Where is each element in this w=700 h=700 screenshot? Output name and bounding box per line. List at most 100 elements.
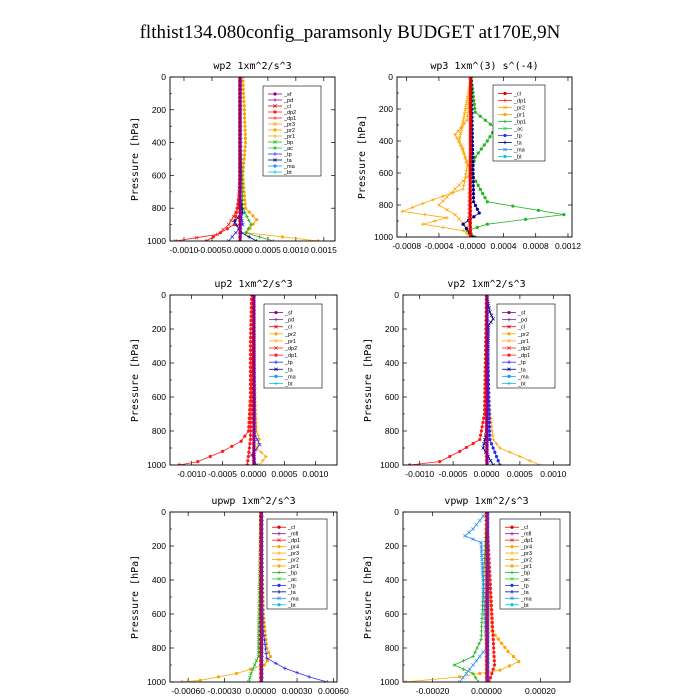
data-point-_pr2 <box>455 136 459 140</box>
data-point-_pr1 <box>251 214 255 218</box>
series-group <box>173 77 320 241</box>
data-point-_pr1 <box>465 175 470 179</box>
data-point-_bp1 <box>485 222 489 226</box>
data-point-_sf <box>485 399 490 404</box>
data-point-_tp <box>265 656 269 660</box>
x-tick-label: -0.0010 <box>177 469 206 479</box>
series-line-_pr1 <box>438 77 472 237</box>
data-point-_bp1 <box>481 191 485 196</box>
data-point-_ma <box>471 663 475 667</box>
legend-box <box>262 85 322 177</box>
legend-marker <box>503 91 507 96</box>
data-point-_dp2 <box>211 235 215 239</box>
legend-entry: _pd <box>283 98 293 104</box>
data-point-_pr2 <box>234 671 239 676</box>
x-tick-label: 0.0000 <box>474 469 500 479</box>
data-point-_ta <box>473 203 478 208</box>
legend-entry: _tp <box>287 583 296 589</box>
data-point-_sf <box>252 348 256 353</box>
data-point-_ta <box>489 313 494 318</box>
data-point-_dp2 <box>249 425 253 429</box>
data-point-_pr2 <box>503 645 507 649</box>
y-tick-label: 200 <box>385 541 399 551</box>
legend: _sf_pd_cl_pr2_pr1_dp2_dp1_tp_ta_ma_bt <box>263 303 323 389</box>
data-point-_dp1 <box>490 671 494 676</box>
data-point-_sf <box>485 424 490 429</box>
legend-entry: _ta <box>287 590 297 596</box>
legend-marker <box>510 577 514 581</box>
panel-title: vpwp 1xm^2/s^3 <box>444 496 528 507</box>
data-point-_mfl <box>260 675 264 680</box>
data-point-_cl <box>468 159 473 163</box>
data-point-_sf <box>485 314 490 319</box>
legend-entry: _sf <box>284 311 293 317</box>
legend-marker <box>507 381 511 386</box>
data-point-_bp <box>257 235 262 239</box>
data-point-_pr1 <box>445 195 449 199</box>
data-point-_bp <box>461 658 466 663</box>
legend-marker <box>503 126 507 131</box>
legend-entry: _cl <box>287 525 295 531</box>
data-point-_sf <box>238 218 243 223</box>
data-point-_cl <box>468 107 473 111</box>
data-point-_bp1 <box>482 143 486 147</box>
data-point-_pr2 <box>441 194 445 198</box>
legend-marker <box>510 583 514 587</box>
data-point-_mfl <box>485 539 490 544</box>
legend-marker <box>507 360 511 364</box>
data-point-_sf <box>252 412 256 416</box>
series-group <box>404 512 521 682</box>
data-point-_bp1 <box>562 213 566 217</box>
y-axis-label: Pressure [hPa] <box>363 555 374 639</box>
data-point-_pr1 <box>460 147 464 151</box>
data-point-_ta <box>471 196 476 200</box>
data-point-_pr2 <box>260 458 265 463</box>
data-point-_ta <box>471 180 475 184</box>
data-point-_pr1 <box>242 157 246 161</box>
series-group <box>408 295 542 465</box>
data-point-_sf <box>485 310 490 314</box>
data-point-_pr2 <box>518 454 522 459</box>
y-tick-label: 0 <box>394 290 399 300</box>
y-tick-label: 400 <box>152 138 166 148</box>
data-point-_ma <box>480 557 484 562</box>
x-tick-label: -0.0005 <box>439 469 468 479</box>
x-tick-label: 0.0010 <box>283 245 309 255</box>
data-point-_dp1 <box>229 218 233 223</box>
data-point-_sf <box>238 87 243 92</box>
data-point-_sf <box>252 446 256 450</box>
y-tick-label: 800 <box>385 643 399 653</box>
legend-entry: _ta <box>284 367 294 373</box>
legend-entry: _dp1 <box>283 116 296 122</box>
data-point-_pr2 <box>490 433 495 438</box>
figure-title: flthist134.080config_paramsonly BUDGET a… <box>140 22 561 43</box>
data-point-_cl <box>468 131 473 135</box>
data-point-_cl <box>468 223 473 227</box>
data-point-_mfl <box>485 573 490 578</box>
data-point-_ma <box>481 582 486 587</box>
data-point-_bp1 <box>472 102 476 106</box>
data-point-_mfl <box>260 535 264 540</box>
legend-entry: _pr4 <box>287 545 299 551</box>
data-point-_pr1 <box>243 116 247 120</box>
legend-marker <box>274 310 278 315</box>
legend-entry: _ta <box>513 141 523 147</box>
data-point-_mfl <box>485 535 490 540</box>
legend-marker <box>273 134 277 138</box>
legend-marker <box>273 122 277 126</box>
data-point-_pr2 <box>421 222 425 226</box>
data-point-_dp2 <box>218 231 222 235</box>
data-point-_mfl <box>260 512 264 514</box>
data-point-_dp1 <box>488 586 493 591</box>
legend-marker <box>277 583 281 587</box>
data-point-_ta <box>471 188 475 192</box>
data-point-_cl <box>468 123 473 127</box>
data-point-_sf <box>252 365 256 370</box>
legend-entry: _pr1 <box>284 339 296 345</box>
legend-marker <box>274 381 278 386</box>
data-point-_pr2 <box>498 446 502 450</box>
legend-box <box>492 84 546 162</box>
data-point-_ta <box>254 239 259 241</box>
legend-entry: _sf <box>283 92 292 98</box>
data-point-_ma <box>467 530 471 535</box>
